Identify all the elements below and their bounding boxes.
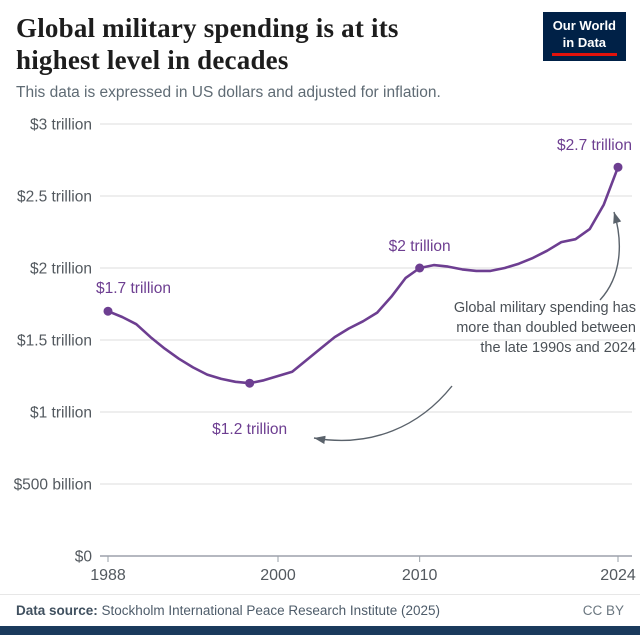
header: Global military spending is at its highe… xyxy=(0,0,640,77)
x-tick-label: 1988 xyxy=(90,567,126,584)
annotation-line-3: the late 1990s and 2024 xyxy=(480,340,636,356)
x-tick-label: 2024 xyxy=(600,567,636,584)
x-tick-label: 2010 xyxy=(402,567,438,584)
bottom-accent-bar xyxy=(0,625,640,635)
annotation-arrow-to-2024-point-icon xyxy=(599,211,622,301)
title-line-1: Global military spending is at its xyxy=(16,13,399,43)
x-tick-label: 2000 xyxy=(260,567,296,584)
y-tick-label: $1 trillion xyxy=(30,404,92,421)
point-label-2010: $2 trillion xyxy=(389,238,451,255)
annotation-line-1: Global military spending has xyxy=(454,300,636,316)
y-tick-label: $2.5 trillion xyxy=(17,188,92,205)
data-point-2010 xyxy=(415,263,425,273)
y-tick-label: $2 trillion xyxy=(30,260,92,277)
license-badge: CC BY xyxy=(582,602,624,618)
owid-logo-line-2: in Data xyxy=(562,34,607,50)
point-label-layer: $1.7 trillion $1.2 trillion $2 trillion $2.… xyxy=(96,137,632,438)
y-tick-label: $3 trillion xyxy=(30,116,92,133)
title-line-2: highest level in decades xyxy=(16,45,289,76)
data-source: Data source: Stockholm International Pea… xyxy=(16,603,440,618)
y-tick-label: $0 xyxy=(75,548,93,565)
page-title: Global military spending is at its highe… xyxy=(16,12,399,77)
data-source-label: Data source: xyxy=(16,602,98,618)
data-point-1988 xyxy=(103,306,113,316)
point-label-1988: $1.7 trillion xyxy=(96,280,171,297)
grid-layer: $0 $500 billion $1 trillion $1.5 trillion $2… xyxy=(14,116,636,584)
point-label-2024: $2.7 trillion xyxy=(557,137,632,154)
chart-subtitle: This data is expressed in US dollars and… xyxy=(16,83,441,101)
y-tick-label: $500 billion xyxy=(14,476,92,493)
spending-line xyxy=(106,165,620,385)
data-point-2024 xyxy=(613,162,623,172)
annotation-line-2: more than doubled between xyxy=(456,320,636,336)
point-label-1998: $1.2 trillion xyxy=(212,421,287,438)
spending-line-chart: $0 $500 billion $1 trillion $1.5 trillion $2… xyxy=(14,116,636,584)
chart-area: $0 $500 billion $1 trillion $1.5 trillion $2… xyxy=(0,104,640,594)
owid-logo: Our World in Data xyxy=(542,12,626,61)
footer: Data source: Stockholm International Pea… xyxy=(0,593,640,626)
owid-logo-line-1: Our World xyxy=(552,18,616,33)
series-layer xyxy=(106,165,620,385)
y-tick-label: $1.5 trillion xyxy=(17,332,92,349)
annotation-group: Global military spending has more than d… xyxy=(313,211,636,444)
data-source-value: Stockholm International Peace Research I… xyxy=(101,602,440,618)
data-point-1998 xyxy=(245,378,255,388)
annotation-arrow-to-low-point-icon xyxy=(313,385,453,444)
